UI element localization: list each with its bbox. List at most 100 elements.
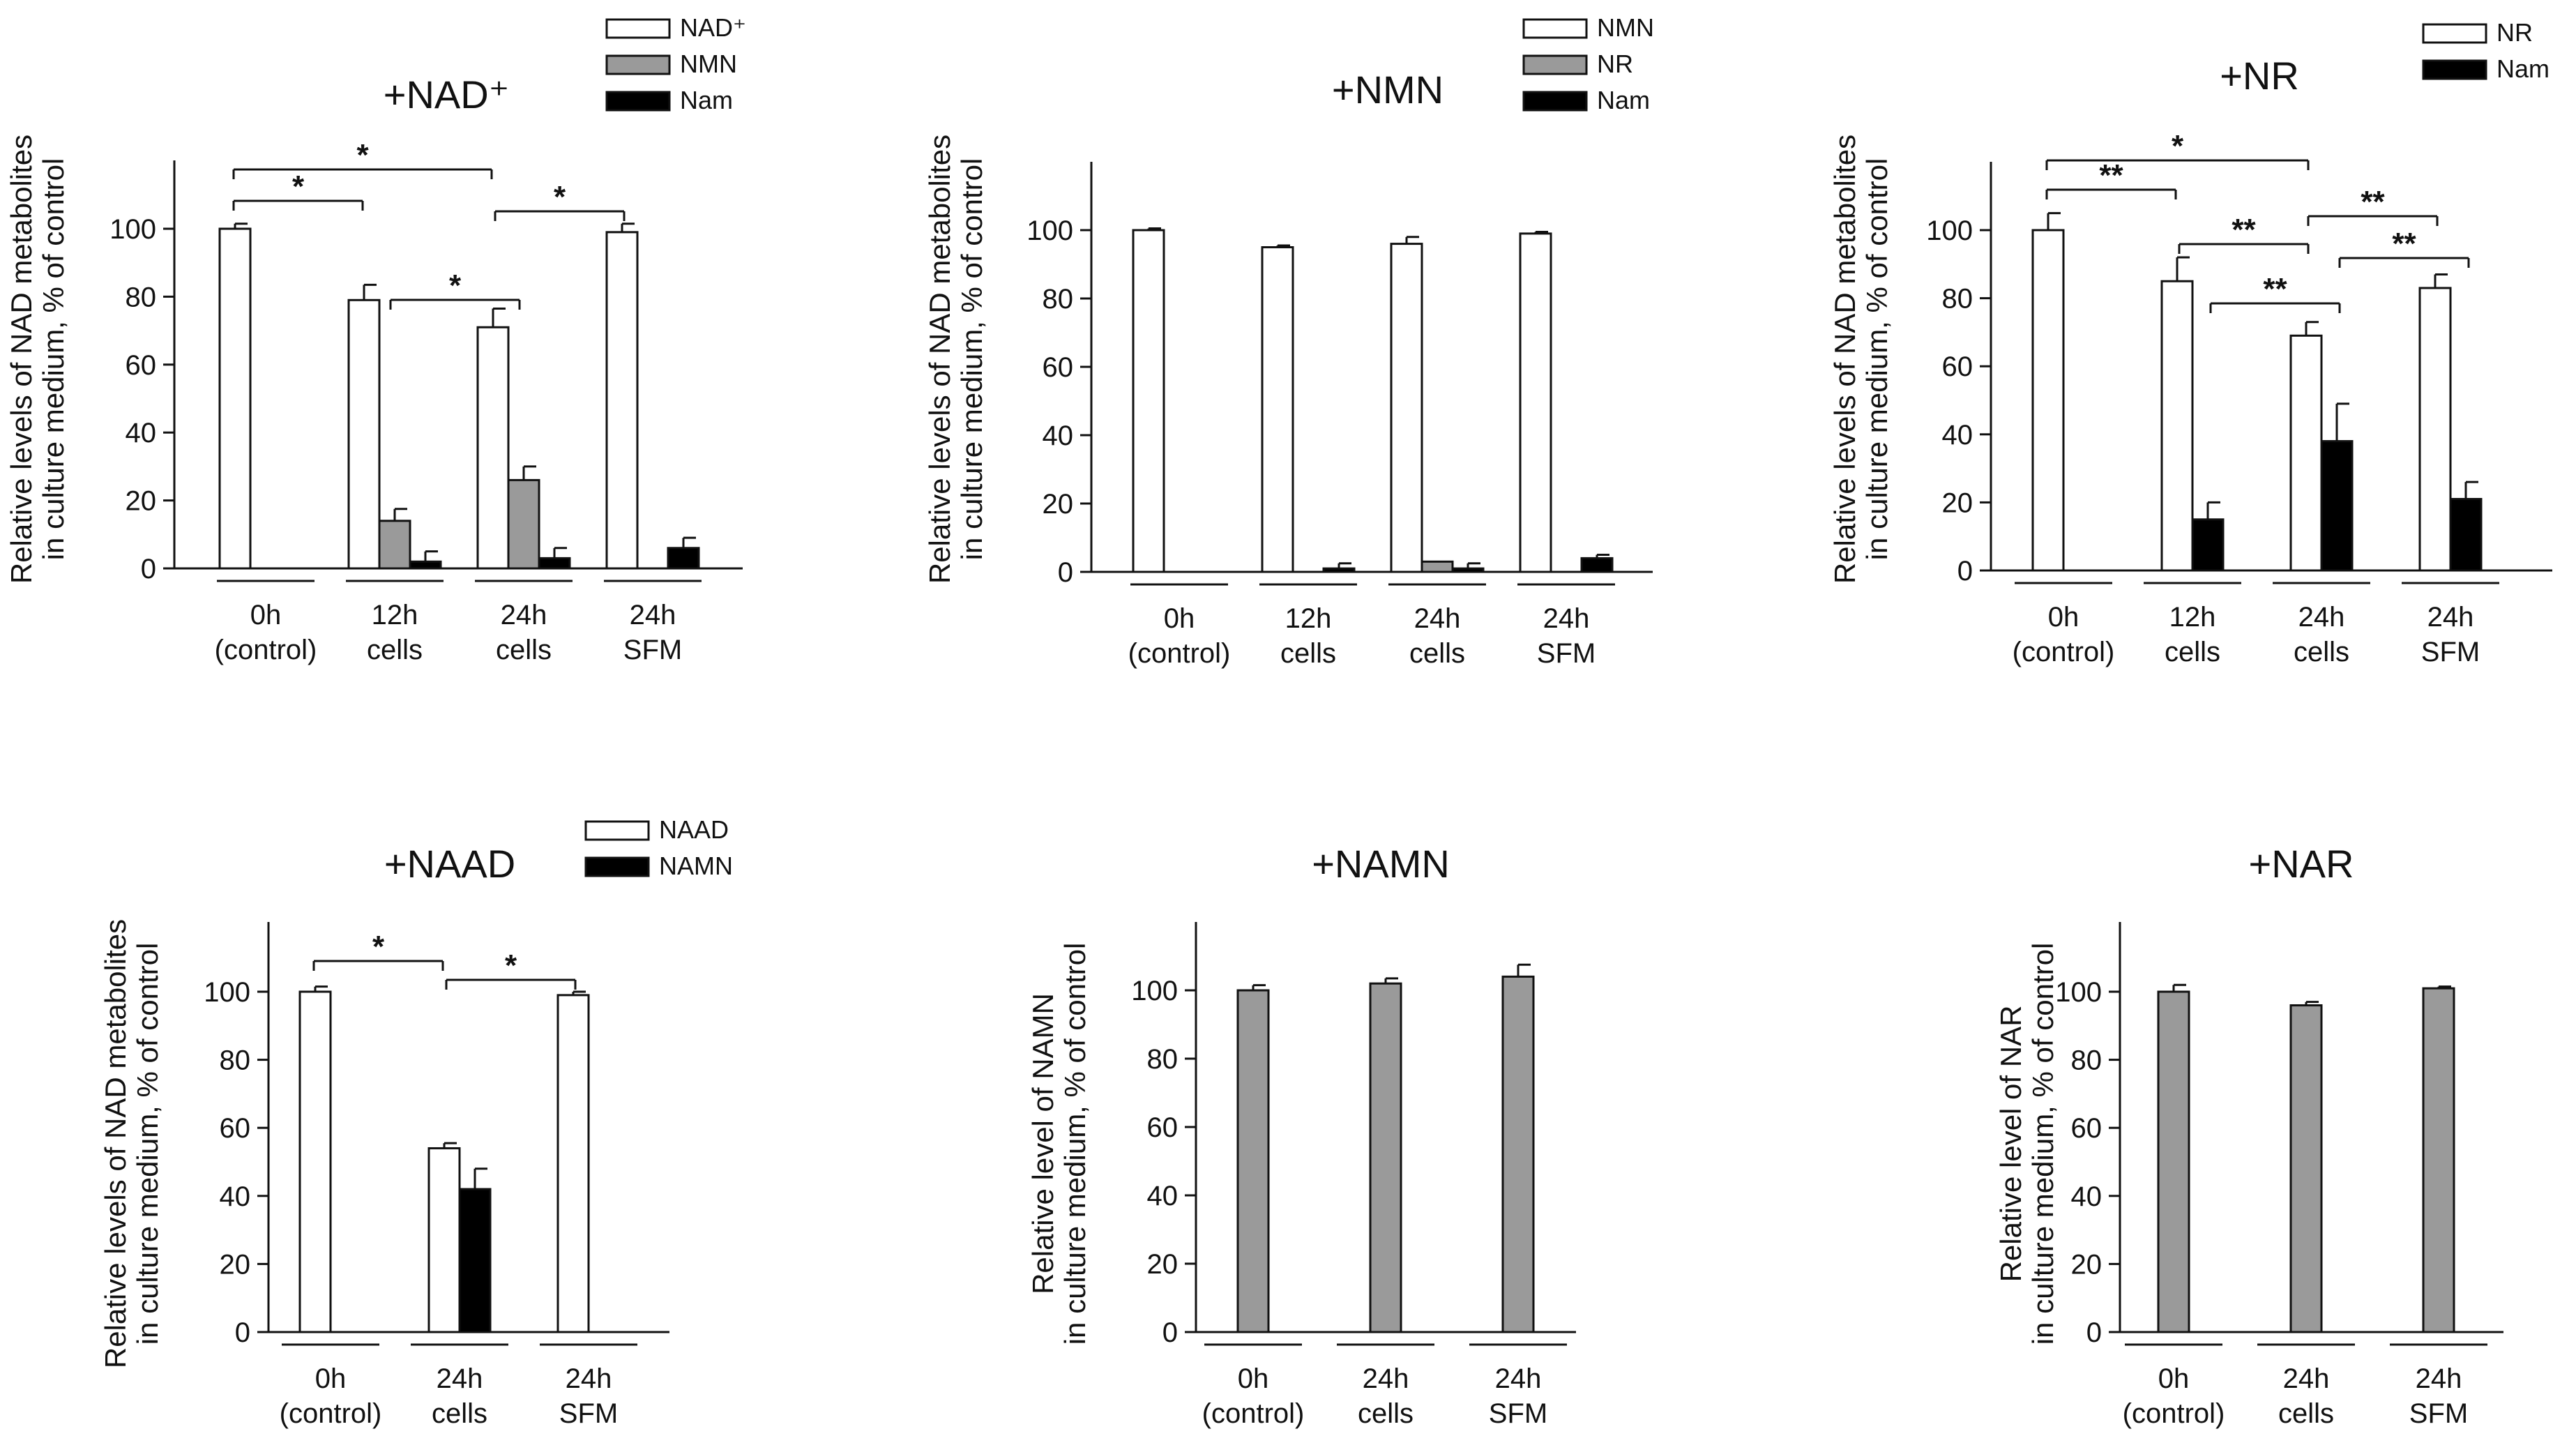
chart-title: +NR — [2220, 54, 2299, 98]
y-axis-label-line: in culture medium, % of control — [955, 158, 988, 561]
y-tick-label: 40 — [1942, 420, 1973, 451]
significance-label: ** — [2232, 213, 2256, 247]
x-category-sublabel: (control) — [280, 1398, 382, 1429]
y-axis-label-line: in culture medium, % of control — [37, 158, 70, 561]
legend-swatch — [2422, 23, 2487, 44]
bar-namn — [458, 1188, 492, 1333]
y-tick-label: 20 — [220, 1249, 251, 1280]
bar-nad — [218, 227, 252, 570]
x-category-sublabel: cells — [1358, 1398, 1414, 1429]
y-tick-label: 20 — [1147, 1249, 1179, 1280]
legend-swatch — [1522, 18, 1588, 39]
bar-nmn — [1519, 232, 1552, 573]
bar-nar — [2157, 990, 2190, 1333]
y-tick-label: 0 — [141, 554, 156, 584]
significance-label: * — [2172, 129, 2184, 163]
x-category-label: 24h — [630, 600, 676, 630]
significance-label: * — [372, 930, 385, 964]
x-category-sublabel: (control) — [215, 635, 317, 665]
x-category-label: 24h — [1543, 603, 1590, 634]
x-category-label: 24h — [2427, 602, 2474, 633]
y-tick-label: 60 — [2071, 1113, 2103, 1144]
chart-title: +NAD⁺ — [384, 73, 510, 116]
bar-nr — [2160, 280, 2194, 572]
bar-nmn — [1390, 243, 1423, 573]
x-category-sublabel: SFM — [1489, 1398, 1547, 1429]
significance-label: ** — [2099, 158, 2123, 192]
bar-naad — [556, 994, 590, 1333]
x-category-label: 12h — [1285, 603, 1332, 634]
y-tick-label: 20 — [1942, 487, 1973, 518]
bar-nam — [1580, 557, 1614, 573]
y-axis-label-line: Relative levels of NAD metabolites — [923, 135, 956, 584]
chart-panel-3: +NR 0 20 40 60 80 100 Relative levels of NAD me… — [1828, 18, 2552, 667]
bar-nad — [476, 326, 510, 570]
y-tick-label: 100 — [1926, 215, 1973, 246]
x-category-label: 24h — [2298, 602, 2345, 633]
bar-nam — [1451, 567, 1485, 573]
bar-nam — [667, 547, 700, 570]
y-tick-label: 20 — [126, 486, 157, 517]
y-axis-label: Relative levels of NAD metabolitesin cul… — [99, 919, 164, 1368]
x-category-label: 24h — [566, 1363, 612, 1394]
bar-nmn — [507, 478, 540, 570]
legend-label: NAMN — [659, 852, 733, 880]
legend-swatch — [605, 18, 671, 39]
x-category-sublabel: SFM — [2409, 1398, 2468, 1429]
bar-nad — [605, 231, 639, 570]
significance-label: * — [554, 180, 566, 214]
bar-naad — [298, 990, 332, 1333]
legend-label: Nam — [2497, 54, 2550, 83]
y-tick-label: 100 — [204, 977, 250, 1008]
legend-swatch — [584, 856, 650, 877]
y-tick-label: 40 — [126, 418, 157, 448]
y-tick-label: 40 — [2071, 1181, 2103, 1212]
legend-swatch — [605, 91, 671, 112]
y-tick-label: 80 — [1942, 284, 1973, 315]
y-axis-label-line: Relative levels of NAD metabolites — [1828, 135, 1861, 584]
chart-panel-4: +NAAD 0 20 40 60 80 100 Relative levels of NAD … — [99, 815, 733, 1429]
y-tick-label: 100 — [1026, 215, 1073, 246]
legend-label: NAAD — [659, 815, 729, 844]
y-axis-label-line: in culture medium, % of control — [1059, 943, 1091, 1345]
y-tick-label: 60 — [1147, 1112, 1179, 1143]
legend-label: NMN — [680, 50, 737, 78]
x-category-label: 0h — [1238, 1363, 1269, 1394]
chart-title: +NMN — [1332, 68, 1444, 112]
legend-swatch — [1522, 54, 1588, 75]
x-category-sublabel: SFM — [2421, 637, 2480, 667]
x-category-label: 0h — [250, 600, 282, 630]
significance-label: ** — [2361, 185, 2385, 219]
x-category-sublabel: cells — [2294, 637, 2349, 667]
y-axis-label-line: Relative level of NAR — [1994, 1006, 2027, 1283]
bar-nar — [2289, 1004, 2323, 1333]
significance-label: * — [292, 169, 305, 204]
x-category-sublabel: cells — [2165, 637, 2220, 667]
legend-swatch — [605, 54, 671, 75]
y-tick-label: 80 — [220, 1045, 251, 1076]
bar-namn — [1236, 989, 1270, 1333]
x-category-sublabel: (control) — [1202, 1398, 1305, 1429]
legend-label: NAD⁺ — [680, 13, 746, 42]
y-tick-label: 60 — [126, 350, 157, 381]
y-tick-label: 40 — [220, 1181, 251, 1212]
x-category-label: 0h — [2158, 1363, 2190, 1394]
y-axis-label: Relative level of NAMNin culture medium,… — [1026, 943, 1091, 1345]
y-tick-label: 0 — [1162, 1317, 1178, 1348]
x-category-sublabel: cells — [2278, 1398, 2334, 1429]
x-category-label: 24h — [1495, 1363, 1542, 1394]
x-category-label: 12h — [372, 600, 418, 630]
y-tick-label: 100 — [2055, 977, 2102, 1008]
y-tick-label: 80 — [126, 282, 157, 312]
x-category-label: 24h — [2416, 1363, 2462, 1394]
x-category-sublabel: cells — [367, 635, 423, 665]
bar-naad — [427, 1147, 461, 1333]
y-tick-label: 20 — [1043, 489, 1074, 520]
legend-swatch — [584, 820, 650, 841]
x-category-label: 0h — [1164, 603, 1195, 634]
y-axis-label-line: Relative levels of NAD metabolites — [5, 135, 38, 584]
x-category-sublabel: SFM — [623, 635, 682, 665]
bar-nam — [2191, 518, 2225, 572]
chart-title: +NAAD — [384, 842, 515, 886]
